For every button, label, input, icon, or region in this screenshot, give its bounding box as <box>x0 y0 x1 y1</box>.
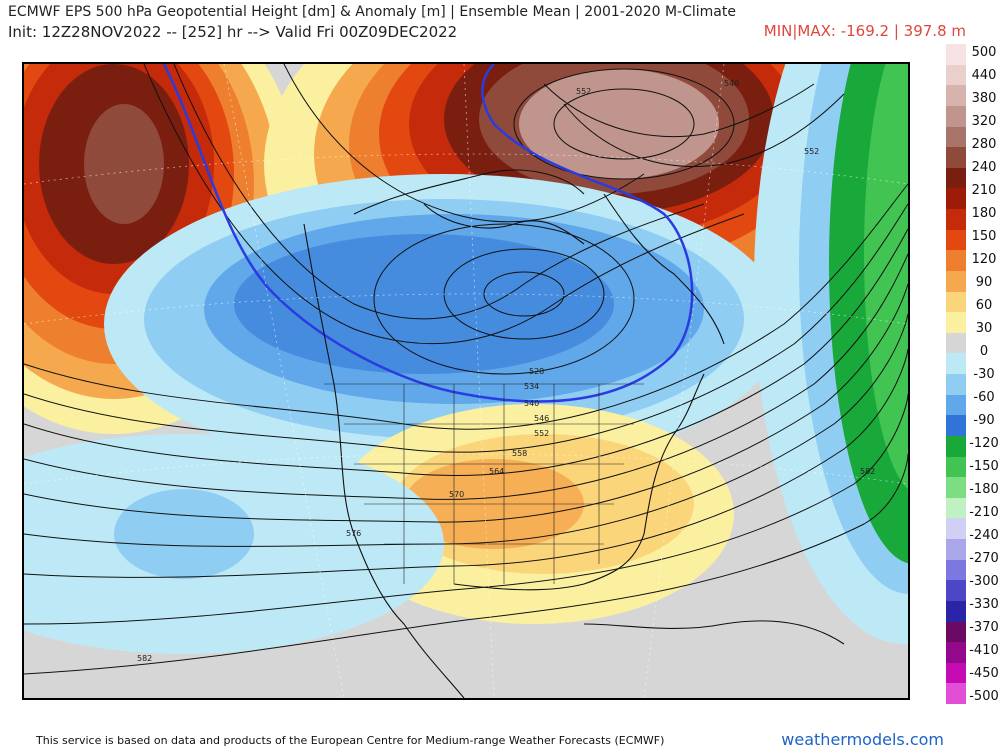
color-scale-cell <box>946 332 966 354</box>
color-scale-cell <box>946 394 966 416</box>
color-scale-cell <box>946 188 966 209</box>
contour-label: 540 <box>524 399 539 408</box>
height-540-contour <box>162 64 694 403</box>
brand-link[interactable]: weathermodels.com <box>781 730 944 749</box>
color-scale-cell <box>946 497 966 519</box>
color-scale-cell <box>946 250 966 271</box>
color-scale-label: 500 <box>971 45 997 60</box>
color-scale-label: 90 <box>975 274 993 290</box>
graticule <box>24 64 908 698</box>
contour-label: 546 <box>534 414 549 423</box>
color-scale-label: -330 <box>969 596 999 612</box>
contour-label: 552 <box>576 87 591 96</box>
color-scale-bar <box>946 44 966 704</box>
color-scale-label: -180 <box>969 481 999 497</box>
color-scale-cell <box>946 600 966 622</box>
color-scale-label: -300 <box>969 573 999 589</box>
min-max-readout: MIN|MAX: -169.2 | 397.8 m <box>763 22 966 40</box>
color-scale-label: 320 <box>971 113 997 129</box>
color-scale-label: 380 <box>971 90 997 106</box>
color-scale-cell <box>946 642 966 663</box>
contour-label: 552 <box>804 147 819 156</box>
contour-label: 546 <box>724 79 739 88</box>
color-scale-cell <box>946 105 966 127</box>
color-scale-cell <box>946 539 966 560</box>
color-scale-label: -60 <box>973 389 995 405</box>
color-scale-cell <box>946 85 966 106</box>
color-scale-label: -30 <box>973 366 995 382</box>
color-scale-cell <box>946 477 966 498</box>
color-scale-cell <box>946 147 966 168</box>
color-scale-label: 150 <box>971 228 997 244</box>
color-scale-cell <box>946 270 966 292</box>
anomaly-map: 546 552 552 528 534 540 546 552 558 564 … <box>22 62 910 700</box>
contour-label: 576 <box>346 529 361 538</box>
color-scale-cell <box>946 374 966 395</box>
color-scale-label: 210 <box>971 182 997 198</box>
contour-labels: 546 552 552 528 534 540 546 552 558 564 … <box>137 79 875 663</box>
color-scale-label: -210 <box>969 504 999 520</box>
color-scale-label: -240 <box>969 527 999 543</box>
color-scale-label: -500 <box>969 688 999 704</box>
color-scale-cell <box>946 126 966 148</box>
color-scale-label: -270 <box>969 550 999 566</box>
color-scale-label: 180 <box>971 205 997 221</box>
color-scale-cell <box>946 44 966 65</box>
trough-east-pacific <box>24 434 444 654</box>
color-scale-label: 240 <box>971 159 997 175</box>
color-scale-cell <box>946 683 966 704</box>
color-scale-cell <box>946 456 966 478</box>
color-scale-label: 120 <box>971 251 997 267</box>
contour-label: 570 <box>449 490 464 499</box>
contour-label: 582 <box>860 467 875 476</box>
attribution-text: This service is based on data and produc… <box>36 734 665 747</box>
color-scale-cell <box>946 621 966 643</box>
init-valid-time: Init: 12Z28NOV2022 -- [252] hr --> Valid… <box>8 23 458 41</box>
color-scale-label: -450 <box>969 665 999 681</box>
color-scale-cell <box>946 291 966 313</box>
color-scale-cell <box>946 229 966 251</box>
color-scale-cell <box>946 518 966 539</box>
contour-label: 534 <box>524 382 539 391</box>
color-scale-label: -120 <box>969 435 999 451</box>
contour-label: 558 <box>512 449 527 458</box>
chart-title: ECMWF EPS 500 hPa Geopotential Height [d… <box>8 4 736 20</box>
coastlines <box>303 169 845 698</box>
contour-label: 528 <box>529 367 544 376</box>
contour-label: 552 <box>534 429 549 438</box>
trough-atlantic <box>754 64 908 644</box>
color-scale-cell <box>946 209 966 230</box>
color-scale-label: 280 <box>971 136 997 152</box>
color-scale-label: 0 <box>979 343 989 359</box>
color-scale-cell <box>946 64 966 86</box>
color-scale-cell <box>946 435 966 457</box>
contour-label: 564 <box>489 467 504 476</box>
contour-label: 582 <box>137 654 152 663</box>
color-scale-cell <box>946 580 966 601</box>
color-scale-label: 30 <box>975 320 993 336</box>
color-scale-cell <box>946 353 966 374</box>
state-borders <box>324 383 644 584</box>
color-scale-cell <box>946 167 966 189</box>
color-scale-cell <box>946 312 966 333</box>
color-scale-label: 60 <box>975 297 993 313</box>
color-scale-label: -150 <box>969 458 999 474</box>
color-scale-label: 440 <box>971 67 997 83</box>
color-scale-cell <box>946 559 966 581</box>
color-scale-label: -410 <box>969 642 999 658</box>
color-scale-cell <box>946 662 966 684</box>
color-scale-label: -90 <box>973 412 995 428</box>
color-scale-cell <box>946 415 966 436</box>
color-scale-label: -370 <box>969 619 999 635</box>
